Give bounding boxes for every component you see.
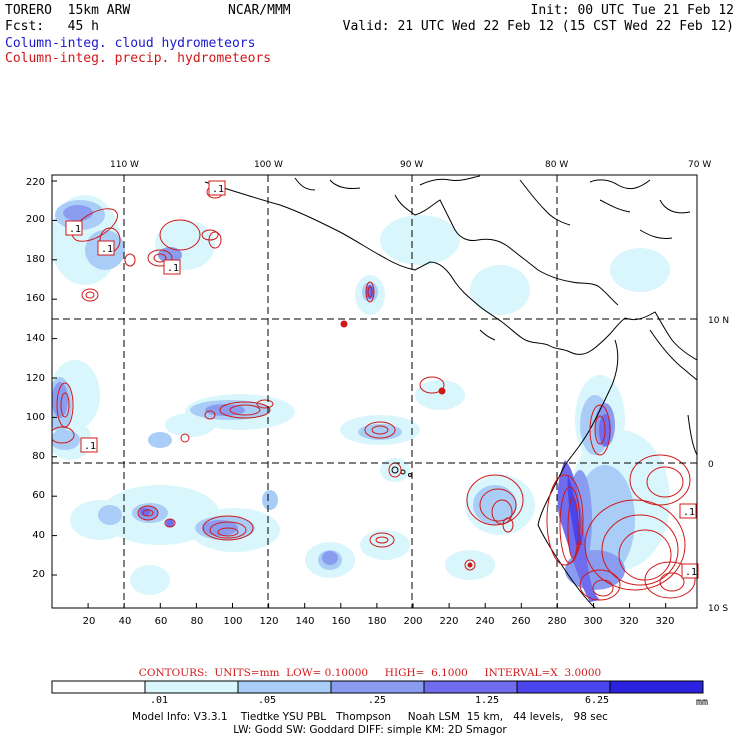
- latlon-grid: [52, 175, 697, 608]
- svg-text:.1: .1: [167, 263, 179, 274]
- y-tick-label: 120: [26, 373, 45, 384]
- svg-text:.1: .1: [683, 507, 695, 518]
- colorbar-segment: [330, 680, 425, 694]
- model-title: TORERO 15km ARW: [5, 3, 131, 18]
- x-tick-label: 320: [655, 616, 674, 627]
- lat-label-10s: 10 S: [708, 604, 728, 614]
- x-tick-label: 80: [191, 616, 204, 627]
- colorbar-segment: [516, 680, 611, 694]
- contour-label-box: .1: [208, 180, 226, 196]
- model-physics: LW: Godd SW: Goddard DIFF: simple KM: 2D…: [233, 724, 507, 736]
- axis-ticks: [51, 180, 667, 608]
- contour-label-box: .1: [679, 503, 697, 519]
- colorbar-segment: [144, 680, 239, 694]
- x-tick-label: 320: [619, 616, 638, 627]
- x-tick-label: 180: [367, 616, 386, 627]
- colorbar-units: mm: [696, 697, 709, 708]
- contour-label-box: .1: [681, 563, 699, 579]
- lat-label-eq: 0: [708, 460, 714, 470]
- precip-contours: [52, 185, 696, 601]
- valid-time: Valid: 21 UTC Wed 22 Feb 12 (15 CST Wed …: [342, 19, 734, 34]
- contour-labels: .1 .1 .1 .1 .1 .1 .1: [65, 180, 699, 579]
- x-tick-label: 40: [119, 616, 132, 627]
- y-tick-label: 100: [26, 412, 45, 423]
- y-tick-labels: 220 200 180 160 140 120 100 80 60 40 20: [26, 177, 45, 580]
- svg-text:.1: .1: [84, 441, 96, 452]
- x-tick-label: 160: [331, 616, 350, 627]
- colorbar-segment: [51, 680, 146, 694]
- x-tick-label: 100: [223, 616, 242, 627]
- lon-label-90w: 90 W: [400, 160, 423, 170]
- organization: NCAR/MMM: [228, 3, 291, 18]
- field-cloud-label: Column-integ. cloud hydrometeors: [5, 36, 256, 51]
- svg-text:.1: .1: [685, 567, 697, 578]
- svg-text:.1: .1: [69, 224, 81, 235]
- lon-label-80w: 80 W: [545, 160, 568, 170]
- colorbar-segment: [609, 680, 704, 694]
- svg-text:.1: .1: [212, 184, 224, 195]
- contour-label-box: .1: [80, 437, 98, 453]
- svg-text:.1: .1: [101, 244, 113, 255]
- x-tick-label: 120: [259, 616, 278, 627]
- contour-label-box: .1: [97, 240, 115, 256]
- colorbar-label: .25: [368, 695, 387, 706]
- x-tick-label: 260: [511, 616, 530, 627]
- x-tick-label: 280: [547, 616, 566, 627]
- lon-label-70w: 70 W: [688, 160, 711, 170]
- contour-label-box: .1: [65, 220, 83, 236]
- lat-label-10n: 10 N: [708, 316, 729, 326]
- y-tick-label: 60: [32, 490, 45, 501]
- init-time: Init: 00 UTC Tue 21 Feb 12: [530, 3, 735, 18]
- map-frame: [51, 174, 698, 609]
- x-tick-label: 240: [475, 616, 494, 627]
- y-tick-label: 140: [26, 333, 45, 344]
- x-tick-label: 20: [83, 616, 96, 627]
- cloud-shading: [52, 195, 670, 602]
- lon-label-110w: 110 W: [110, 160, 139, 170]
- x-tick-label: 140: [295, 616, 314, 627]
- field-precip-label: Column-integ. precip. hydrometeors: [5, 51, 272, 66]
- colorbar-label: 1.25: [475, 695, 500, 706]
- forecast-hour: Fcst: 45 h: [5, 19, 99, 34]
- y-tick-label: 180: [26, 254, 45, 265]
- colorbar-segment: [237, 680, 332, 694]
- x-tick-labels: 20 40 60 80 100 120 140 160 180 200 220 …: [83, 616, 639, 627]
- y-tick-label: 200: [26, 214, 45, 225]
- contours-info: CONTOURS: UNITS=mm LOW= 0.10000 HIGH= 6.…: [138, 667, 602, 679]
- y-tick-label: 20: [32, 569, 45, 580]
- lon-label-100w: 100 W: [254, 160, 283, 170]
- x-tick-label: 200: [403, 616, 422, 627]
- model-info: Model Info: V3.3.1 Tiedtke YSU PBL Thomp…: [132, 711, 608, 723]
- x-tick-label: 60: [155, 616, 168, 627]
- colorbar: [51, 680, 704, 694]
- contour-label-box: .1: [163, 259, 181, 275]
- y-tick-label: 40: [32, 530, 45, 541]
- y-tick-label: 220: [26, 177, 45, 188]
- colorbar-label: 6.25: [585, 695, 610, 706]
- x-tick-label: 220: [439, 616, 458, 627]
- colorbar-segment: [423, 680, 518, 694]
- y-tick-label: 160: [26, 293, 45, 304]
- colorbar-label: .01: [150, 695, 169, 706]
- x-tick-label: 300: [583, 616, 602, 627]
- y-tick-label: 80: [32, 451, 45, 462]
- colorbar-label: .05: [258, 695, 277, 706]
